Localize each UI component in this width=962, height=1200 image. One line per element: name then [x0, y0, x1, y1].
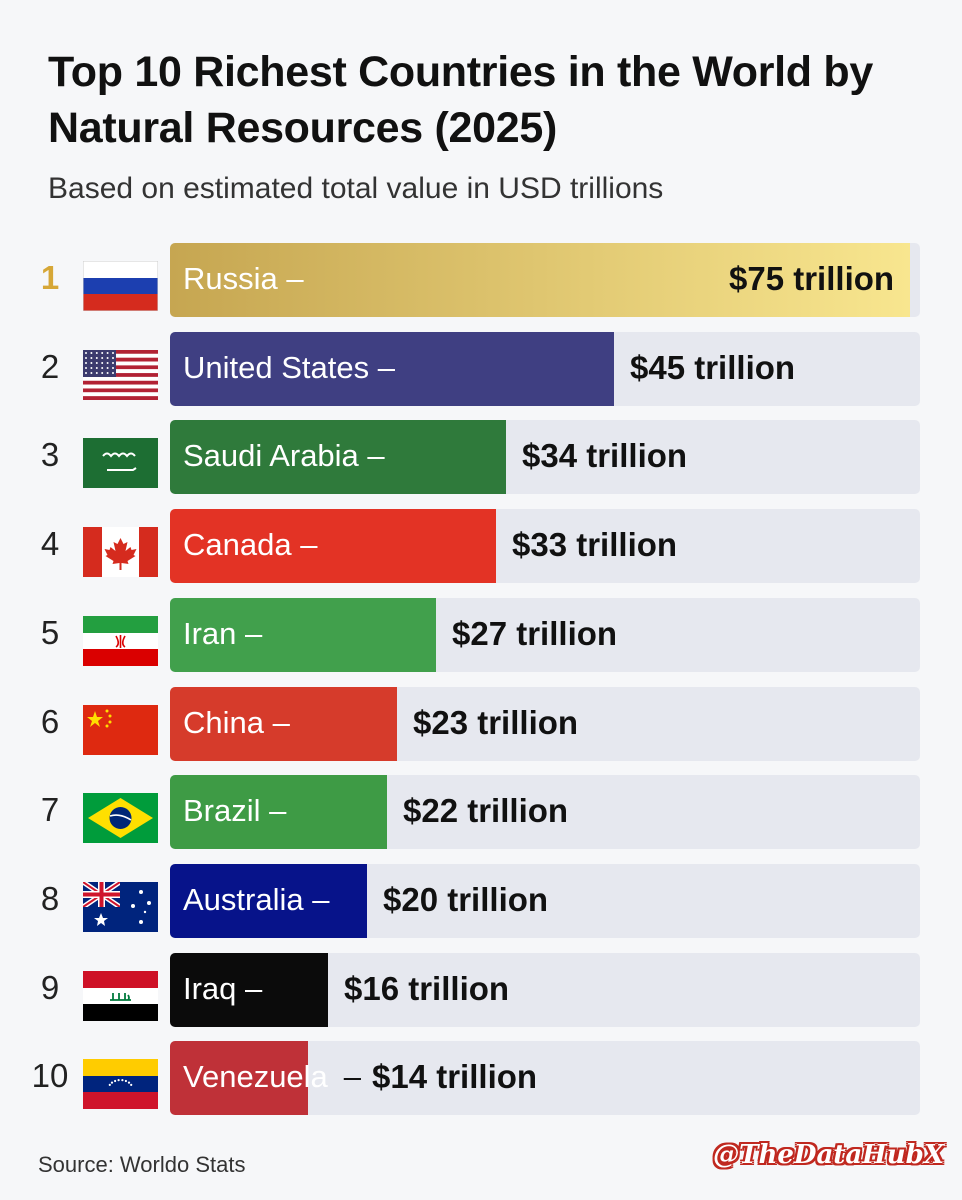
bar-row: 9 Iraq – $16 trillion	[0, 953, 962, 1027]
rank-number: 4	[40, 525, 60, 562]
bar	[170, 953, 328, 1027]
rank-number: 10	[31, 1057, 69, 1094]
country-label: Saudi Arabia –	[183, 438, 385, 473]
bar-track	[170, 243, 920, 317]
venezuela-flag	[83, 1059, 158, 1109]
bar-row: 3 Saudi Arabia – $34 trillion	[0, 420, 962, 494]
bar	[170, 598, 436, 672]
value-label: $45 trillion	[630, 349, 796, 386]
rank-number: 2	[40, 348, 60, 385]
bar-row: 6 China – $23 trillion	[0, 687, 962, 761]
bar	[170, 864, 367, 938]
bar	[170, 1041, 308, 1115]
value-label: $16 trillion	[344, 970, 510, 1007]
united-states-flag	[83, 350, 158, 400]
country-label: China –	[183, 705, 290, 740]
bar	[170, 775, 387, 849]
rank-number: 8	[40, 880, 60, 917]
bar	[170, 243, 910, 317]
value-label: $33 trillion	[512, 526, 678, 563]
canada-flag	[83, 527, 158, 577]
bar-row: 1 Russia – $75 trillion	[0, 243, 962, 317]
value-label: $75 trillion	[729, 260, 895, 297]
value-label: $27 trillion	[452, 615, 618, 652]
bar-track	[170, 687, 920, 761]
watermark-logo: @TheDataHubX	[713, 1140, 944, 1170]
bar-track	[170, 332, 920, 406]
bar-row: 5 Iran – $27 trillion	[0, 598, 962, 672]
country-label: Australia –	[183, 882, 330, 917]
bar	[170, 509, 496, 583]
bar-track	[170, 953, 920, 1027]
bar-track	[170, 598, 920, 672]
country-label: Canada –	[183, 527, 318, 562]
brazil-flag	[83, 793, 158, 843]
bar-row: 10 Venezuela – $14 trillion	[0, 1041, 962, 1115]
chart-subtitle: Based on estimated total value in USD tr…	[48, 172, 664, 205]
russia-flag	[82, 260, 159, 312]
australia-flag	[81, 879, 158, 932]
country-label: Iran –	[183, 616, 263, 651]
bar-track	[170, 420, 920, 494]
label-dash: –	[343, 1059, 362, 1094]
value-label: $34 trillion	[522, 437, 688, 474]
bar-track	[170, 1041, 920, 1115]
country-label: Iraq –	[183, 971, 263, 1006]
value-label: $22 trillion	[403, 792, 569, 829]
value-label: $20 trillion	[383, 881, 549, 918]
value-label: $23 trillion	[413, 704, 579, 741]
bar-row: 7 Brazil – $22 trillion	[0, 775, 962, 849]
bar-row: 4 Canada – $33 trillion	[0, 509, 962, 583]
rank-number: 9	[40, 969, 60, 1006]
bar	[170, 420, 506, 494]
china-flag	[83, 705, 158, 755]
rank-number: 1	[40, 259, 60, 296]
rank-number: 6	[40, 703, 60, 740]
bar-track	[170, 864, 920, 938]
bar	[170, 332, 614, 406]
bar-track	[170, 509, 920, 583]
bar-track	[170, 775, 920, 849]
source-note: Source: Worldo Stats	[38, 1152, 246, 1177]
bar	[170, 687, 397, 761]
rank-number: 7	[40, 791, 60, 828]
iran-flag	[83, 616, 158, 666]
bar-row: 8 Australia – $20 trillion	[0, 864, 962, 938]
country-label: United States –	[183, 350, 395, 385]
chart-title: Top 10 Richest Countries in the World by…	[48, 48, 873, 152]
country-label: Venezuela	[183, 1059, 328, 1094]
rank-number: 3	[40, 436, 60, 473]
country-label: Russia –	[183, 261, 304, 296]
value-label: $14 trillion	[372, 1058, 538, 1095]
rank-number: 5	[40, 614, 60, 651]
saudi-arabia-flag	[83, 438, 158, 488]
iraq-flag	[83, 971, 158, 1021]
country-label: Brazil –	[183, 793, 287, 828]
bar-row: 2 United States – $45 trillion	[0, 332, 962, 406]
